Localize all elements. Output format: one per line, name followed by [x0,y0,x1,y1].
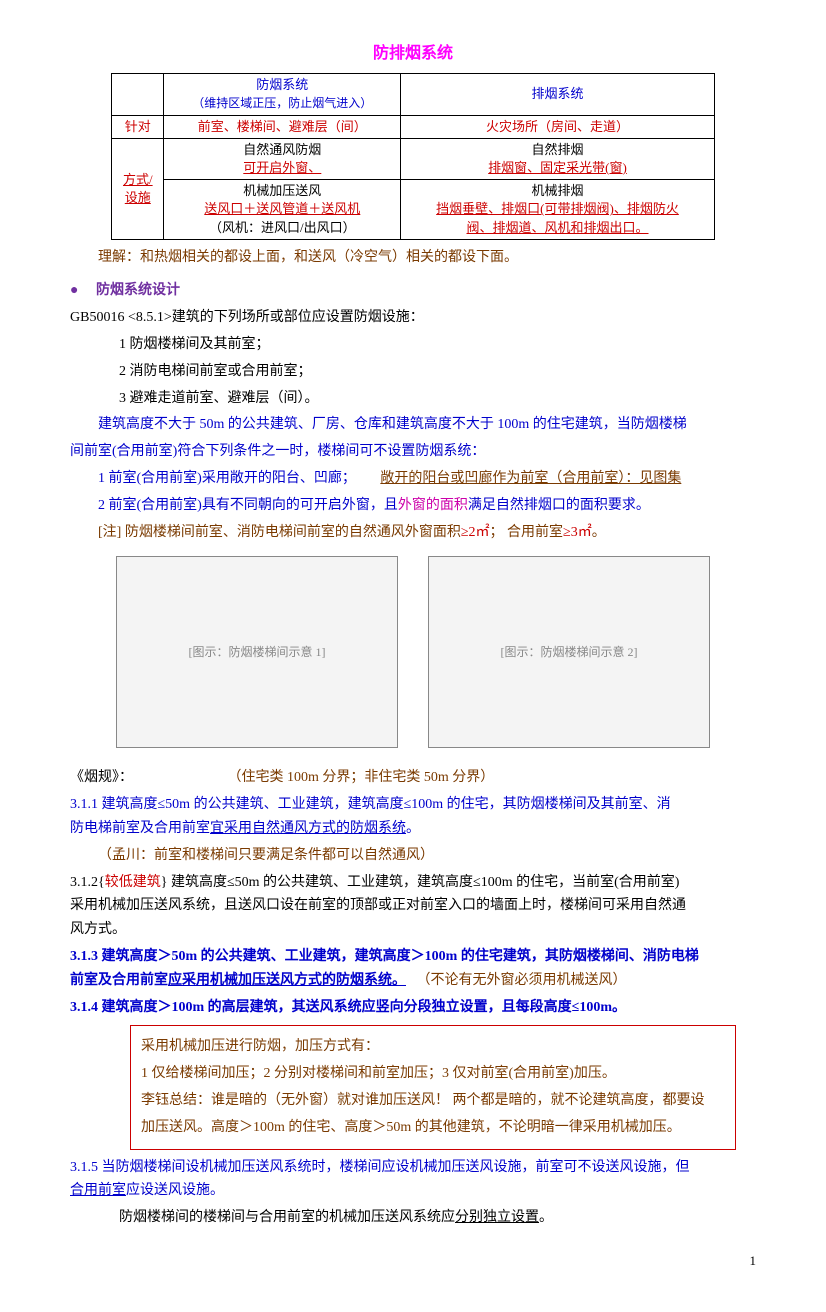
box-l3b: 加压送风。高度＞100m 的住宅、高度＞50m 的其他建筑，不论明暗一律采用机械… [141,1116,725,1140]
bullet-icon: ● [70,283,92,298]
cell-mech-paiyan: 机械排烟 挡烟垂壁、排烟口(可带排烟阀)、排烟防火 阀、排烟道、风机和排烟出口。 [401,180,715,240]
diagram-1: [图示：防烟楼梯间示意 1] [116,556,398,748]
p315: 3.1.5 当防烟楼梯间设机械加压送风系统时，楼梯间应设机械加压送风设施，前室可… [70,1156,756,1204]
th-paiyan: 排烟系统 [401,74,715,115]
row-target-c1: 前室、楼梯间、避难层（间） [164,115,401,138]
p314: 3.1.4 建筑高度＞100m 的高层建筑，其送风系统应竖向分段独立设置，且每段… [70,996,756,1020]
gb-line: GB50016 <8.5.1>建筑的下列场所或部位应设置防烟设施： [70,306,756,330]
box-l2: 1 仅给楼梯间加压；2 分别对楼梯间和前室加压；3 仅对前室(合用前室)加压。 [141,1062,725,1086]
row-target-c2: 火灾场所（房间、走道） [401,115,715,138]
method-box: 采用机械加压进行防烟，加压方式有： 1 仅给楼梯间加压；2 分别对楼梯间和前室加… [130,1025,736,1149]
gb-item-1: 1 防烟楼梯间及其前室； [70,333,756,357]
gb-item-3: 3 避难走道前室、避难层（间）。 [70,387,756,411]
row-target-label: 针对 [112,115,164,138]
p313: 3.1.3 建筑高度＞50m 的公共建筑、工业建筑，建筑高度＞100m 的住宅建… [70,945,756,993]
para1a: 建筑高度不大于 50m 的公共建筑、厂房、仓库和建筑高度不大于 100m 的住宅… [70,413,756,437]
cond2: 2 前室(合用前室)具有不同朝向的可开启外窗，且外窗的面积满足自然排烟口的面积要… [70,494,756,518]
para1b: 间前室(合用前室)符合下列条件之一时，楼梯间可不设置防烟系统： [70,440,756,464]
cond1: 1 前室(合用前室)采用敞开的阳台、凹廊； 敞开的阳台或凹廊作为前室（合用前室）… [70,467,756,491]
yangui-header: 《烟规》： （住宅类 100m 分界；非住宅类 50m 分界） [70,766,756,790]
cell-natural-fangyan: 自然通风防烟 可开启外窗、 [164,138,401,179]
meng-note: （孟川：前室和楼梯间只要满足条件都可以自然通风） [70,844,756,868]
page-number: 1 [70,1250,756,1272]
understand-note: 理解：和热烟相关的都设上面，和送风（冷空气）相关的都设下面。 [70,246,756,270]
page-title: 防排烟系统 [70,40,756,67]
diagram-row: [图示：防烟楼梯间示意 1] [图示：防烟楼梯间示意 2] [70,556,756,748]
smoke-system-table: 防烟系统 （维持区域正压，防止烟气进入） 排烟系统 针对 前室、楼梯间、避难层（… [111,73,715,240]
gb-item-2: 2 消防电梯间前室或合用前室； [70,360,756,384]
diagram-2: [图示：防烟楼梯间示意 2] [428,556,710,748]
section-title: 防烟系统设计 [96,283,180,298]
row-method-label: 方式/ 设施 [112,138,164,239]
p311: 3.1.1 建筑高度≤50m 的公共建筑、工业建筑，建筑高度≤100m 的住宅，… [70,793,756,841]
box-l3a: 李钰总结：谁是暗的（无外窗）就对谁加压送风！ 两个都是暗的，就不论建筑高度，都要… [141,1089,725,1113]
th-fangyang: 防烟系统 （维持区域正压，防止烟气进入） [164,74,401,115]
p315-last: 防烟楼梯间的楼梯间与合用前室的机械加压送风系统应分别独立设置。 [70,1206,756,1230]
cell-mech-fangyan: 机械加压送风 送风口＋送风管道＋送风机 （风机：进风口/出风口） [164,180,401,240]
note-area: [注] 防烟楼梯间前室、消防电梯间前室的自然通风外窗面积≥2㎡； 合用前室≥3㎡… [70,521,756,545]
box-l1: 采用机械加压进行防烟，加压方式有： [141,1035,725,1059]
cell-natural-paiyan: 自然排烟 排烟窗、固定采光带(窗) [401,138,715,179]
p312: 3.1.2{较低建筑} 建筑高度≤50m 的公共建筑、工业建筑，建筑高度≤100… [70,871,756,942]
